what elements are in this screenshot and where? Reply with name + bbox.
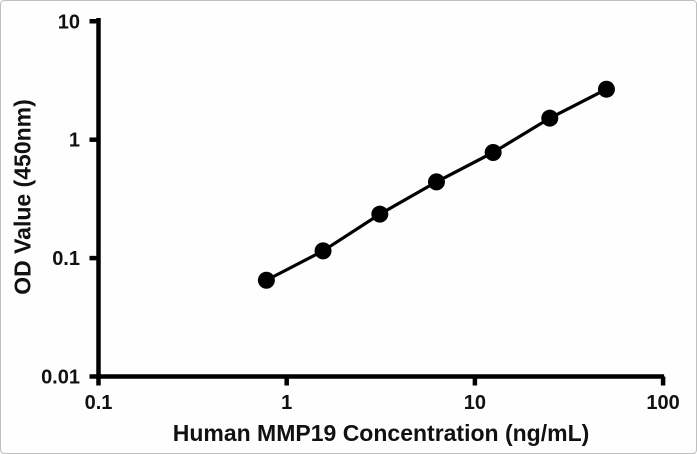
data-point-marker <box>484 143 502 161</box>
data-point-marker <box>371 205 389 223</box>
x-tick-label: 0.1 <box>85 392 113 414</box>
data-point-marker <box>314 242 332 260</box>
x-tick-label: 100 <box>646 392 679 414</box>
data-point-marker <box>597 80 615 98</box>
x-tick-label: 1 <box>281 392 292 414</box>
y-tick-label: 10 <box>58 11 80 33</box>
data-point-marker <box>427 173 445 191</box>
y-tick-label: 1 <box>69 130 80 152</box>
y-tick-label: 0.01 <box>41 367 80 389</box>
data-point-marker <box>541 109 559 127</box>
y-tick-label: 0.1 <box>52 248 80 270</box>
data-point-marker <box>257 271 275 289</box>
x-tick-label: 10 <box>464 392 486 414</box>
